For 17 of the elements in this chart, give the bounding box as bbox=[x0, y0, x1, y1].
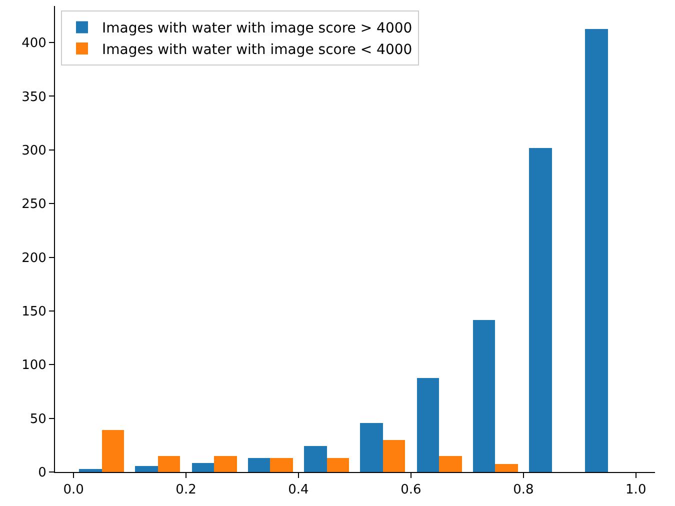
x-tick-label: 0.8 bbox=[513, 482, 534, 498]
legend-label: Images with water with image score > 4000 bbox=[102, 20, 412, 37]
y-tick-label: 200 bbox=[22, 250, 46, 266]
y-tick-label: 300 bbox=[22, 143, 46, 158]
y-tick-label: 100 bbox=[22, 358, 46, 374]
x-tick-label: 1.0 bbox=[626, 482, 646, 498]
legend-label: Images with water with image score < 4000 bbox=[102, 42, 412, 58]
x-tick-label: 0.2 bbox=[176, 482, 196, 498]
y-tick-label: 350 bbox=[22, 90, 46, 105]
x-tick-label: 0.6 bbox=[400, 482, 422, 498]
y-tick-label: 250 bbox=[22, 197, 46, 212]
x-tick-label: 0.4 bbox=[288, 482, 309, 498]
y-tick-label: 0 bbox=[38, 466, 46, 481]
y-tick-label: 50 bbox=[30, 412, 46, 427]
y-tick-label: 150 bbox=[22, 304, 46, 320]
y-tick-label: 400 bbox=[22, 36, 46, 52]
x-tick-label: 0.0 bbox=[63, 482, 84, 498]
